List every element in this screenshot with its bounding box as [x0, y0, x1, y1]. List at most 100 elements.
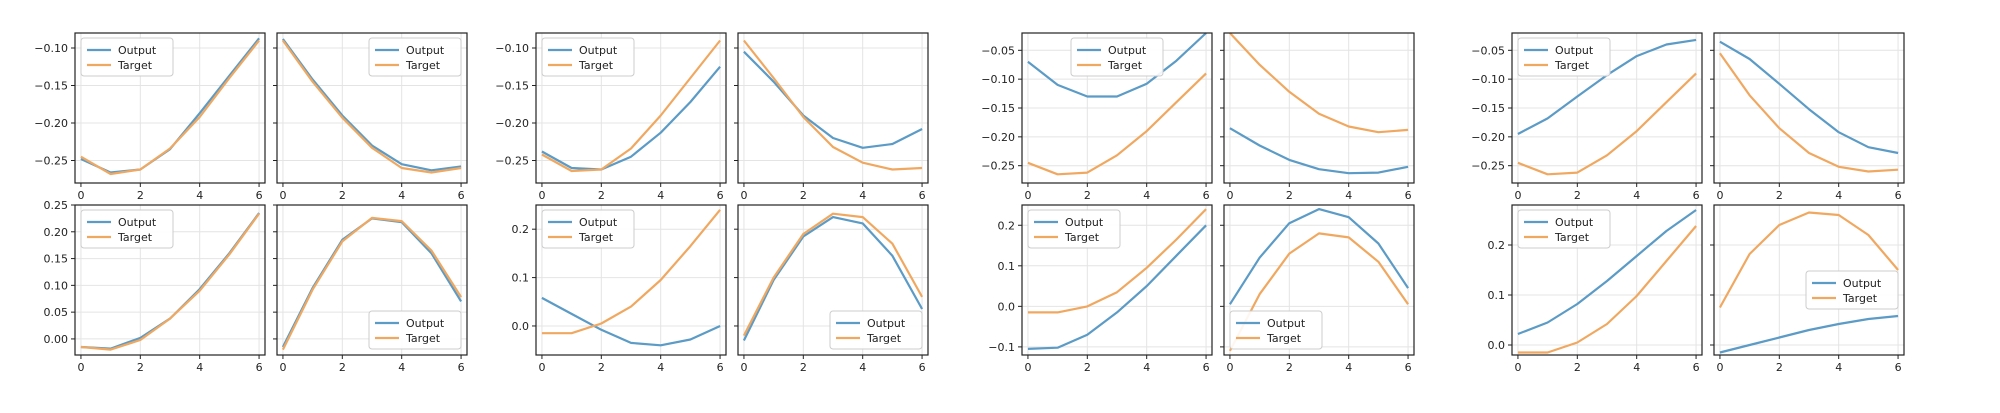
x-tick-label: 4	[1633, 189, 1640, 202]
series-line-target	[541, 209, 721, 335]
legend-box	[1517, 209, 1611, 249]
subplot-9: 0 2 4 6 −0.25 −0.20 −0.15 −0.10 −0.05 Output Targe…	[981, 32, 1213, 202]
x-tick-label: 0	[1226, 189, 1233, 202]
subplot-15: 0 2 4 6 0.0 0.1 0.2 Output Target	[1488, 204, 1703, 374]
legend-label-target: Target	[1064, 231, 1100, 244]
x-tick-label: 6	[458, 361, 465, 374]
legend-label-output: Output	[579, 44, 618, 57]
x-tick-label: 2	[1286, 189, 1293, 202]
legend: Output Target	[541, 37, 635, 77]
x-tick-label: 0	[1024, 189, 1031, 202]
x-tick-label: 2	[800, 189, 807, 202]
x-tick-label: 4	[859, 361, 866, 374]
subplot-6: 0 2 4 6	[734, 32, 929, 202]
legend: Output Target	[368, 310, 462, 350]
x-tick-label: 0	[1716, 189, 1723, 202]
y-tick-label: −0.20	[1471, 131, 1505, 144]
axes-frame	[535, 204, 727, 356]
y-tick-label: −0.1	[988, 341, 1015, 354]
y-tick-label: 0.0	[512, 320, 530, 333]
x-tick-label: 6	[919, 189, 926, 202]
legend-label-target: Target	[405, 59, 441, 72]
subplot-8: 0 2 4 6 Output Target	[734, 204, 929, 374]
x-tick-label: 4	[1143, 361, 1150, 374]
legend-label-output: Output	[118, 216, 157, 229]
series-line-output	[1027, 32, 1207, 98]
y-tick-label: 0.2	[512, 223, 530, 236]
y-tick-label: −0.15	[495, 80, 529, 93]
y-tick-label: 0.0	[998, 300, 1016, 313]
x-tick-label: 2	[1574, 189, 1581, 202]
x-tick-label: 6	[1693, 189, 1700, 202]
x-tick-label: 6	[717, 361, 724, 374]
series-line-target	[1517, 72, 1697, 176]
x-tick-label: 0	[740, 361, 747, 374]
legend-label-output: Output	[579, 216, 618, 229]
x-tick-label: 6	[1203, 361, 1210, 374]
x-tick-label: 0	[1716, 361, 1723, 374]
x-tick-label: 0	[740, 189, 747, 202]
legend-label-target: Target	[117, 59, 153, 72]
y-tick-label: 0.2	[1488, 239, 1506, 252]
legend-label-target: Target	[578, 231, 614, 244]
x-tick-label: 2	[800, 361, 807, 374]
legend: Output Target	[1070, 37, 1164, 77]
legend: Output Target	[1517, 37, 1611, 77]
subplot-1: 0 2 4 6 −0.25 −0.20 −0.15 −0.10 Output Target	[34, 32, 266, 202]
x-tick-label: 2	[1776, 361, 1783, 374]
legend-box	[1027, 209, 1121, 249]
x-tick-label: 0	[538, 361, 545, 374]
legend-label-target: Target	[1554, 231, 1590, 244]
y-tick-label: −0.25	[495, 155, 529, 168]
legend-label-output: Output	[1843, 277, 1882, 290]
series-line-output	[743, 50, 923, 149]
x-tick-label: 2	[339, 361, 346, 374]
x-tick-label: 2	[1286, 361, 1293, 374]
x-tick-label: 0	[77, 189, 84, 202]
y-tick-label: −0.05	[1471, 44, 1505, 57]
series-line-target	[743, 39, 923, 171]
y-tick-label: −0.25	[981, 160, 1015, 173]
legend-label-output: Output	[406, 317, 445, 330]
x-tick-label: 2	[137, 189, 144, 202]
axes-frame	[535, 32, 727, 184]
y-tick-label: −0.15	[34, 80, 68, 93]
axes-frame	[276, 32, 468, 184]
legend-box	[1805, 270, 1899, 310]
y-tick-label: −0.10	[495, 42, 529, 55]
x-tick-label: 0	[1514, 361, 1521, 374]
series-line-target	[282, 39, 462, 174]
x-tick-label: 4	[398, 361, 405, 374]
legend-label-target: Target	[117, 231, 153, 244]
subplot-3: 0 2 4 6 0.00 0.05 0.10 0.15 0.20 0.25 Output Target	[44, 199, 266, 374]
legend: Output Target	[80, 209, 174, 249]
x-tick-label: 0	[279, 361, 286, 374]
legend-box	[829, 310, 923, 350]
subplot-4: 0 2 4 6 Output Target	[273, 204, 468, 374]
legend-label-output: Output	[1267, 317, 1306, 330]
x-tick-label: 6	[256, 361, 263, 374]
axes-frame	[276, 204, 468, 356]
legend-label-target: Target	[1842, 292, 1878, 305]
x-tick-label: 4	[1345, 361, 1352, 374]
x-tick-label: 4	[657, 189, 664, 202]
legend: Output Target	[829, 310, 923, 350]
series-line-target	[1229, 32, 1409, 134]
legend-label-output: Output	[1555, 44, 1594, 57]
subplot-12: 0 2 4 6 Output Target	[1220, 204, 1415, 374]
x-tick-label: 6	[1405, 361, 1412, 374]
y-tick-label: −0.20	[981, 131, 1015, 144]
series-line-target	[281, 216, 463, 351]
subplot-11: 0 2 4 6 −0.1 0.0 0.1 0.2 Output Target	[988, 204, 1213, 374]
legend-label-output: Output	[118, 44, 157, 57]
y-tick-label: 0.00	[44, 333, 69, 346]
series-line-target	[1027, 72, 1207, 176]
y-tick-label: −0.25	[1471, 160, 1505, 173]
legend-box	[1517, 37, 1611, 77]
legend-label-output: Output	[1555, 216, 1594, 229]
legend-label-target: Target	[1107, 59, 1143, 72]
series-line-output	[282, 38, 462, 172]
legend-label-output: Output	[1065, 216, 1104, 229]
series-line-target	[541, 39, 721, 173]
